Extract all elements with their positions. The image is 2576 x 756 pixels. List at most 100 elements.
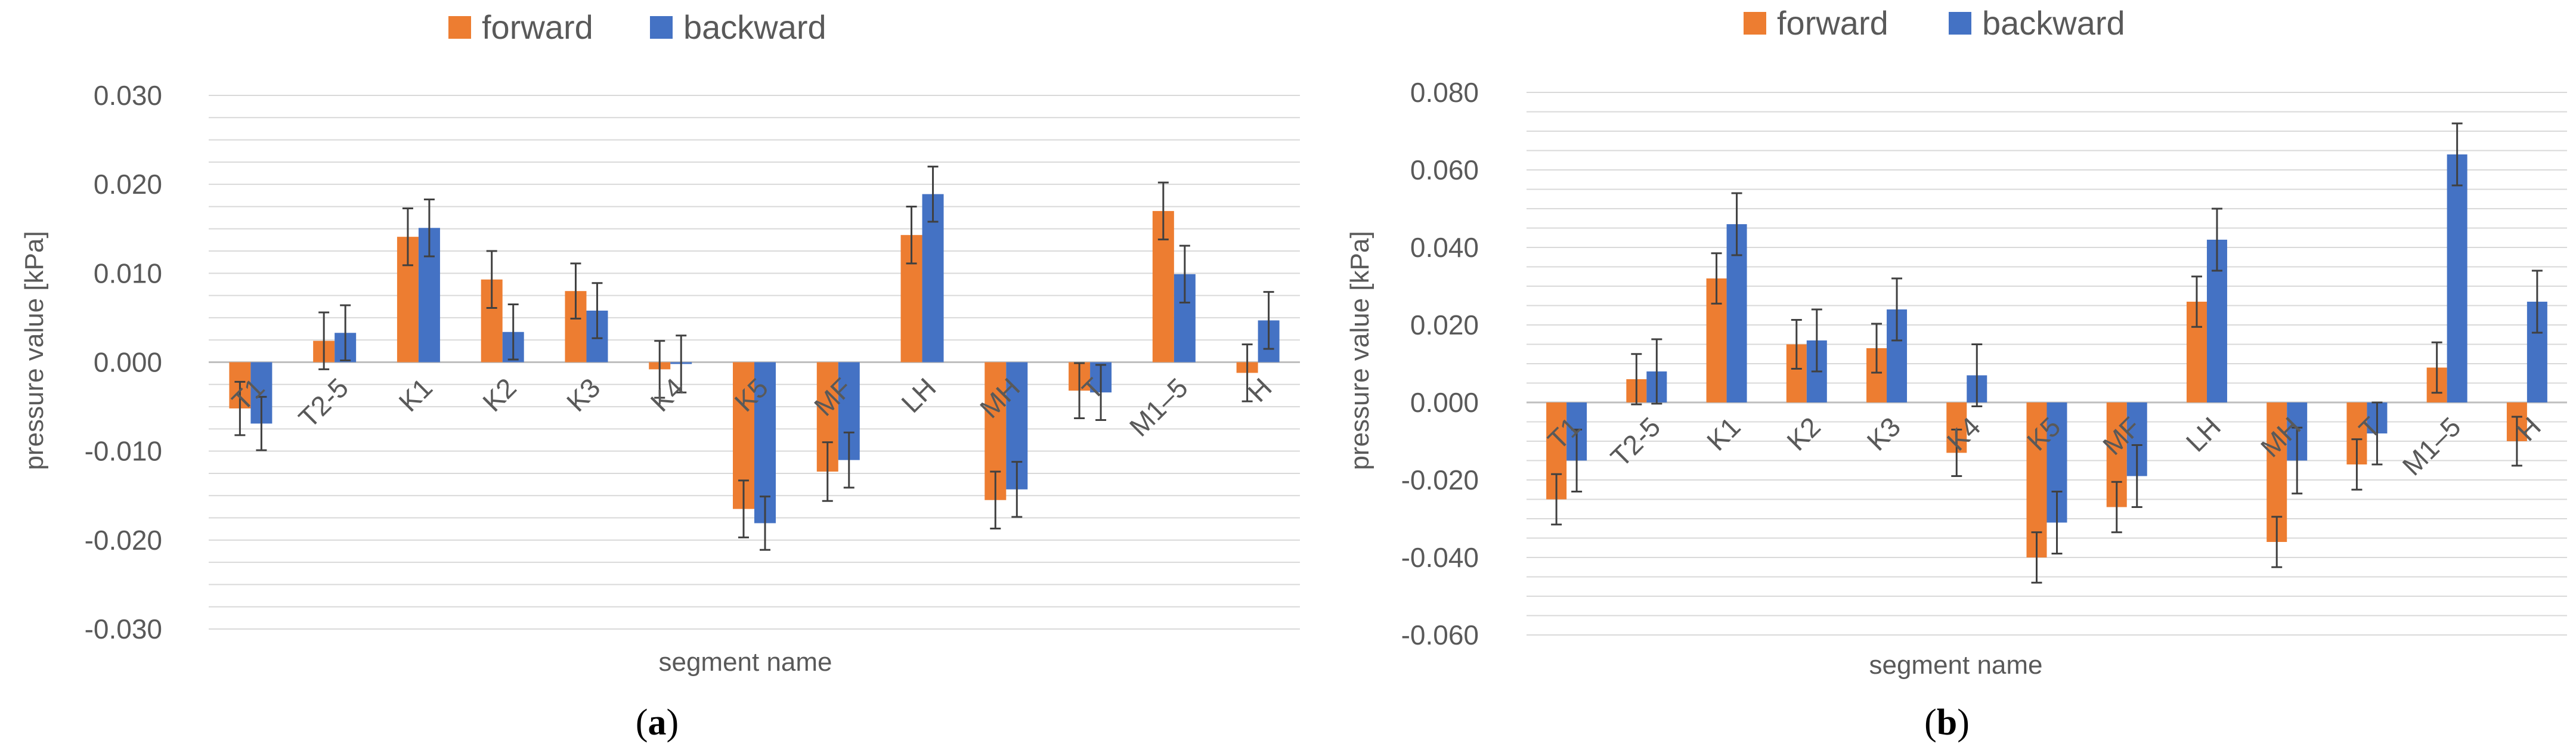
error-bar-backward-K5	[760, 495, 770, 551]
chart-b-ytick: -0.060	[1401, 619, 1479, 650]
error-bar-forward-H	[1241, 343, 1253, 402]
error-bar-backward-T1	[1571, 429, 1583, 492]
chart-b-category-label: K1	[1701, 411, 1747, 457]
error-bar-backward-T2-5	[340, 304, 351, 362]
panel-label-a: (a)	[636, 702, 679, 743]
chart-b-ytick: 0.080	[1410, 77, 1479, 108]
error-bar-forward-M1–5	[1157, 181, 1169, 241]
chart-b-x-axis-title: segment name	[1869, 650, 2042, 680]
chart-a-ytick: -0.030	[85, 614, 162, 645]
error-bar-forward-K1	[402, 207, 413, 267]
error-bar-forward-K4	[654, 340, 665, 399]
chart-b-yticks: 0.080 0.060 0.040 0.020 0.000 -0.020 -0.…	[1401, 77, 1479, 650]
chart-a-ytick: 0.030	[94, 80, 162, 111]
error-bar-backward-K1	[423, 199, 435, 258]
error-bar-forward-M1–5	[2431, 341, 2442, 394]
chart-a-category-label: K3	[561, 372, 606, 418]
error-bar-forward-K1	[1711, 252, 1722, 305]
error-bar-backward-K4	[676, 334, 687, 394]
error-bar-backward-T	[1095, 364, 1107, 421]
error-bar-forward-T	[1074, 362, 1085, 419]
error-bar-backward-K3	[592, 282, 603, 339]
error-bar-backward-T1	[256, 396, 267, 451]
error-bar-backward-K2	[507, 303, 519, 361]
chart-b-ytick: 0.020	[1410, 309, 1479, 340]
error-bar-backward-K5	[2051, 491, 2063, 554]
chart-a-yticks: 0.030 0.020 0.010 0.000 -0.010 -0.020 -0…	[85, 80, 162, 645]
error-bar-backward-MF	[2131, 444, 2142, 508]
error-bar-backward-K2	[1811, 308, 1822, 373]
chart-a-category-label: K2	[476, 372, 522, 418]
chart-a-ytick: 0.020	[94, 169, 162, 200]
chart-a-category-label: T2-5	[293, 372, 355, 434]
error-bar-backward-T2-5	[1651, 338, 1662, 405]
chart-b-bars	[1546, 154, 2547, 557]
legend-swatch-forward	[1744, 12, 1766, 35]
bar-backward-M1–5	[2447, 154, 2467, 402]
legend-label-forward: forward	[1777, 4, 1888, 42]
chart-b-ytick: -0.040	[1401, 542, 1479, 573]
chart-a-ytick: -0.010	[85, 436, 162, 467]
chart-a-ytick: 0.000	[94, 347, 162, 378]
chart-b-category-label: T2-5	[1605, 411, 1667, 473]
error-bar-forward-T	[2351, 438, 2363, 491]
error-bar-backward-LH	[2211, 207, 2222, 272]
error-bar-backward-M1–5	[2451, 122, 2463, 187]
chart-b-category-label: K2	[1781, 411, 1826, 457]
error-bar-forward-K3	[1871, 323, 1883, 374]
error-bar-forward-MH	[2271, 516, 2283, 568]
error-bar-backward-MH	[1011, 461, 1023, 518]
chart-b: 0.080 0.060 0.040 0.020 0.000 -0.020 -0.…	[1345, 4, 2567, 743]
chart-b-ytick: -0.020	[1401, 464, 1479, 495]
chart-a-y-axis-title: pressure value [kPa]	[20, 231, 49, 470]
error-bar-forward-T2-5	[318, 311, 330, 370]
error-bar-backward-MH	[2292, 426, 2303, 495]
chart-b-ytick: 0.040	[1410, 232, 1479, 263]
chart-b-legend: forward backward	[1744, 4, 2125, 42]
chart-b-ytick: 0.000	[1410, 387, 1479, 418]
chart-a-category-label: LH	[895, 372, 942, 419]
error-bar-forward-K5	[738, 479, 749, 538]
chart-b-ytick: 0.060	[1410, 154, 1479, 185]
panel-label-b: (b)	[1924, 702, 1970, 743]
error-bar-forward-H	[2511, 416, 2522, 467]
error-bar-backward-K4	[1971, 343, 1983, 407]
error-bar-forward-MH	[990, 470, 1001, 529]
error-bar-forward-T1	[1551, 473, 1562, 526]
error-bar-forward-LH	[906, 205, 917, 265]
error-bar-forward-T2-5	[1631, 353, 1642, 405]
chart-b-category-label: K3	[1861, 411, 1907, 457]
error-bar-backward-MF	[843, 431, 854, 489]
legend-swatch-backward	[1949, 12, 1971, 35]
legend-swatch-forward	[448, 16, 471, 39]
chart-a-category-label: K4	[645, 372, 691, 418]
error-bar-backward-H	[1263, 291, 1274, 350]
error-bar-forward-K5	[2031, 531, 2042, 584]
error-bar-forward-K2	[486, 250, 497, 309]
chart-a-ytick: -0.020	[85, 525, 162, 556]
error-bar-forward-MF	[2111, 481, 2122, 534]
chart-a-error-bars	[234, 165, 1274, 551]
chart-a-category-label: K1	[392, 372, 438, 418]
error-bar-backward-K3	[1891, 277, 1903, 342]
chart-a-x-axis-title: segment name	[658, 647, 832, 677]
error-bar-forward-T1	[234, 380, 246, 436]
chart-b-error-bars	[1551, 122, 2543, 584]
chart-b-y-axis-title: pressure value [kPa]	[1345, 231, 1374, 470]
error-bar-forward-K3	[570, 262, 581, 320]
error-bar-backward-K1	[1731, 192, 1742, 256]
error-bar-backward-T	[2371, 401, 2383, 466]
error-bar-forward-K4	[1951, 429, 1962, 477]
chart-a-ytick: 0.010	[94, 258, 162, 289]
chart-b-category-label: LH	[2180, 411, 2227, 457]
error-bar-forward-LH	[2191, 275, 2202, 328]
error-bar-backward-LH	[927, 165, 939, 223]
legend-label-backward: backward	[1982, 4, 2125, 42]
legend-label-backward: backward	[683, 8, 826, 46]
error-bar-forward-K2	[1791, 319, 1802, 370]
error-bar-backward-H	[2531, 269, 2543, 334]
error-bar-forward-MF	[822, 441, 833, 502]
legend-label-forward: forward	[482, 8, 593, 46]
error-bar-backward-M1–5	[1179, 244, 1190, 304]
